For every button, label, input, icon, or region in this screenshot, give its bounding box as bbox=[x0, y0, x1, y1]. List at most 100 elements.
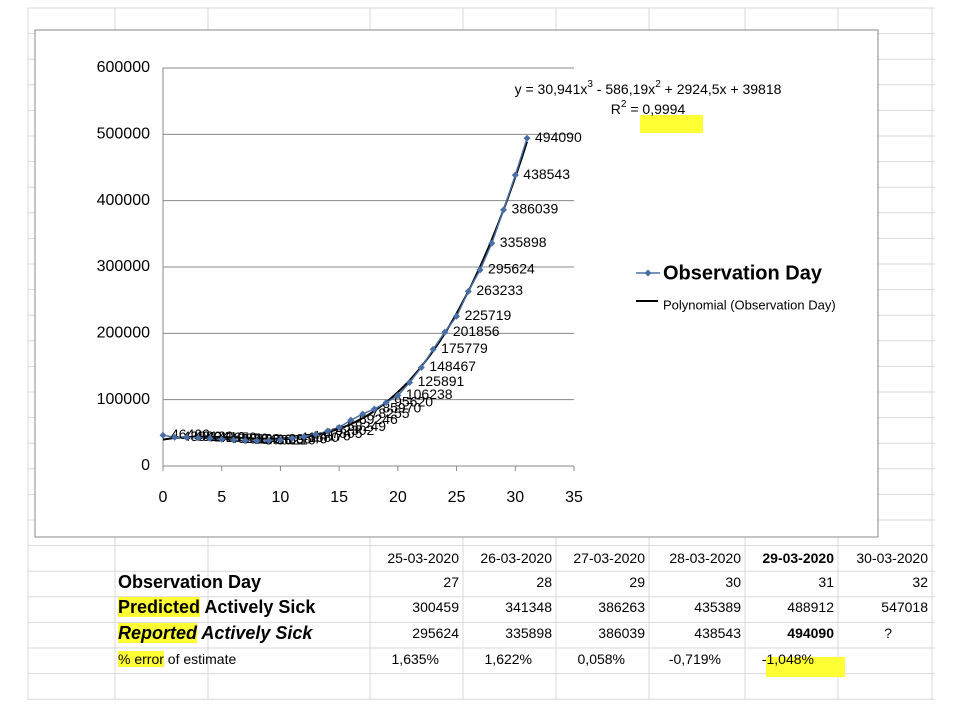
x-tick-label: 30 bbox=[506, 489, 524, 506]
highlight bbox=[766, 657, 845, 677]
y-tick-label: 400000 bbox=[97, 192, 150, 209]
point bbox=[394, 392, 402, 400]
row-label: Reported Actively Sick bbox=[118, 621, 312, 645]
data-label: 125891 bbox=[418, 373, 465, 389]
point bbox=[253, 437, 261, 445]
point bbox=[523, 134, 531, 142]
table-cell: 494090 bbox=[787, 625, 834, 641]
point bbox=[464, 287, 472, 295]
table-cell: 1,622% bbox=[484, 651, 532, 667]
point bbox=[488, 239, 496, 247]
table-cell: 31 bbox=[818, 574, 834, 590]
y-tick-label: 100000 bbox=[97, 391, 150, 408]
y-tick-label: 0 bbox=[141, 457, 150, 474]
data-label: 148467 bbox=[429, 358, 476, 374]
point bbox=[288, 434, 296, 442]
equation-part: y = 30,941x bbox=[515, 81, 588, 97]
point bbox=[312, 430, 320, 438]
label-part: Observation Day bbox=[118, 572, 262, 592]
point bbox=[206, 434, 214, 442]
table-cell: 295624 bbox=[412, 625, 459, 641]
label-part: Actively Sick bbox=[200, 597, 316, 617]
x-tick-label: 35 bbox=[565, 489, 583, 506]
point bbox=[276, 436, 284, 444]
point bbox=[500, 206, 508, 214]
y-tick-label: 500000 bbox=[97, 126, 150, 143]
r2-part: 2 bbox=[621, 99, 627, 110]
highlight bbox=[640, 115, 703, 133]
y-tick-label: 200000 bbox=[97, 325, 150, 342]
table-cell: ? bbox=[884, 625, 892, 641]
table-cell: 32 bbox=[912, 574, 928, 590]
row-label: Observation Day bbox=[118, 570, 261, 594]
row-label: Predicted Actively Sick bbox=[118, 595, 315, 619]
table-cell: 335898 bbox=[505, 625, 552, 641]
table-cell: 300459 bbox=[412, 599, 459, 615]
point bbox=[323, 427, 331, 435]
x-tick-label: 25 bbox=[448, 489, 466, 506]
data-label: 43080 bbox=[183, 428, 222, 444]
data-label: 335898 bbox=[500, 234, 547, 250]
y-tick-label: 300000 bbox=[97, 258, 150, 275]
label-part: Actively Sick bbox=[197, 623, 313, 643]
data-label: 95620 bbox=[394, 393, 433, 409]
data-label: 295624 bbox=[488, 261, 535, 277]
point bbox=[359, 410, 367, 418]
table-cell: -0,719% bbox=[668, 651, 721, 667]
data-label: 39180 bbox=[241, 431, 280, 447]
x-tick-label: 15 bbox=[330, 489, 348, 506]
column-header: 30-03-2020 bbox=[856, 550, 928, 566]
label-part: % error bbox=[118, 651, 164, 667]
table-cell: 435389 bbox=[694, 599, 741, 615]
table-cell: 28 bbox=[536, 574, 552, 590]
data-label: 44170 bbox=[312, 427, 351, 443]
data-label: 58249 bbox=[347, 418, 386, 434]
point bbox=[182, 433, 190, 441]
point bbox=[218, 435, 226, 443]
point bbox=[159, 431, 167, 439]
equation-part: 3 bbox=[587, 79, 593, 90]
point bbox=[300, 433, 308, 441]
point bbox=[370, 405, 378, 413]
table-cell: 29 bbox=[629, 574, 645, 590]
data-label: 47805 bbox=[324, 425, 363, 441]
point bbox=[347, 416, 355, 424]
equation-part: + 2924,5x + 39818 bbox=[661, 81, 782, 97]
table-cell: 0,058% bbox=[577, 651, 625, 667]
point bbox=[453, 312, 461, 320]
point bbox=[171, 433, 179, 441]
data-label: 494090 bbox=[535, 129, 582, 145]
chart-area bbox=[34, 29, 879, 538]
column-header: 26-03-2020 bbox=[480, 550, 552, 566]
x-tick-label: 0 bbox=[159, 489, 168, 506]
r-squared: R2 = 0,9994 bbox=[611, 99, 686, 117]
point bbox=[429, 345, 437, 353]
trendline-equation: y = 30,941x3 - 586,19x2 + 2924,5x + 3981… bbox=[515, 79, 782, 97]
table-cell: 30 bbox=[725, 574, 741, 590]
label-part: Reported bbox=[118, 623, 198, 643]
point bbox=[382, 399, 390, 407]
table-cell: 341348 bbox=[505, 599, 552, 615]
column-header: 27-03-2020 bbox=[573, 550, 645, 566]
table-cell: 386263 bbox=[598, 599, 645, 615]
table-cell: -1,048% bbox=[761, 651, 814, 667]
point bbox=[229, 436, 237, 444]
legend-label: Polynomial (Observation Day) bbox=[663, 297, 836, 312]
column-header: 29-03-2020 bbox=[762, 550, 834, 566]
data-label: 438543 bbox=[523, 166, 570, 182]
point bbox=[265, 437, 273, 445]
data-label: 41680 bbox=[300, 429, 339, 445]
table-cell: 1,635% bbox=[391, 651, 439, 667]
point bbox=[476, 266, 484, 274]
x-tick-label: 20 bbox=[389, 489, 407, 506]
data-label: 201856 bbox=[453, 323, 500, 339]
point bbox=[241, 437, 249, 445]
x-tick-label: 5 bbox=[217, 489, 226, 506]
table-cell: 438543 bbox=[694, 625, 741, 641]
r2-part: = 0,9994 bbox=[626, 101, 685, 117]
column-header: 28-03-2020 bbox=[669, 550, 741, 566]
x-tick-label: 10 bbox=[272, 489, 290, 506]
label-part: of estimate bbox=[163, 651, 237, 667]
data-label: 78255 bbox=[371, 405, 410, 421]
